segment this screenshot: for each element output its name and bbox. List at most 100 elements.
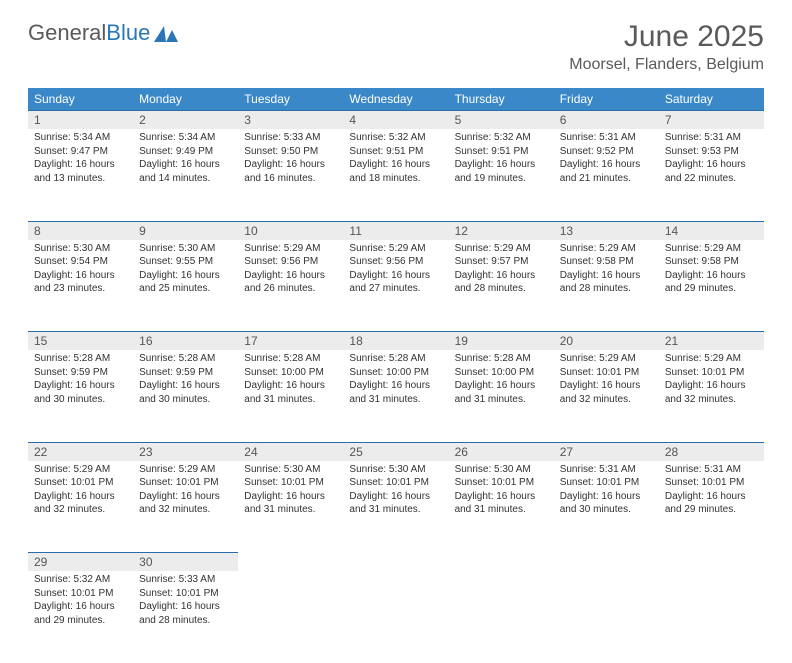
day-number: 12 [449,221,554,240]
day-info: Sunrise: 5:29 AMSunset: 10:01 PMDaylight… [558,350,655,406]
sunset: Sunset: 10:01 PM [139,476,232,490]
sunrise: Sunrise: 5:29 AM [560,352,653,366]
day-number [659,553,764,572]
day-cell [659,571,764,663]
sunrise: Sunrise: 5:29 AM [560,242,653,256]
sunrise: Sunrise: 5:29 AM [139,463,232,477]
day-number: 19 [449,332,554,351]
day-number: 17 [238,332,343,351]
day-number: 16 [133,332,238,351]
day-header: Wednesday [343,88,448,111]
sunset: Sunset: 10:01 PM [560,476,653,490]
sunrise: Sunrise: 5:30 AM [34,242,127,256]
day-info: Sunrise: 5:29 AMSunset: 10:01 PMDaylight… [32,461,129,517]
sunset: Sunset: 10:01 PM [139,587,232,601]
day-info: Sunrise: 5:28 AMSunset: 9:59 PMDaylight:… [137,350,234,406]
day-info: Sunrise: 5:33 AMSunset: 9:50 PMDaylight:… [242,129,339,185]
week-row: Sunrise: 5:28 AMSunset: 9:59 PMDaylight:… [28,350,764,442]
week-row: Sunrise: 5:34 AMSunset: 9:47 PMDaylight:… [28,129,764,221]
day-info: Sunrise: 5:31 AMSunset: 10:01 PMDaylight… [663,461,760,517]
day-cell: Sunrise: 5:32 AMSunset: 10:01 PMDaylight… [28,571,133,663]
day-info: Sunrise: 5:30 AMSunset: 9:55 PMDaylight:… [137,240,234,296]
sunset: Sunset: 10:01 PM [244,476,337,490]
day-cell: Sunrise: 5:34 AMSunset: 9:47 PMDaylight:… [28,129,133,221]
week-row: Sunrise: 5:30 AMSunset: 9:54 PM Daylight:… [28,240,764,332]
day-number [238,553,343,572]
sunset: Sunset: 9:54 PM [34,255,127,269]
day-number: 3 [238,111,343,130]
day-info: Sunrise: 5:30 AMSunset: 10:01 PMDaylight… [453,461,550,517]
day-header-row: SundayMondayTuesdayWednesdayThursdayFrid… [28,88,764,111]
sunset: Sunset: 9:53 PM [665,145,758,159]
day-header: Friday [554,88,659,111]
sunrise: Sunrise: 5:34 AM [139,131,232,145]
sunrise: Sunrise: 5:29 AM [244,242,337,256]
day-header: Sunday [28,88,133,111]
day-cell: Sunrise: 5:30 AMSunset: 9:55 PMDaylight:… [133,240,238,332]
sunrise: Sunrise: 5:29 AM [349,242,442,256]
day-number: 13 [554,221,659,240]
sunrise: Sunrise: 5:33 AM [244,131,337,145]
day-cell: Sunrise: 5:29 AMSunset: 9:56 PMDaylight:… [343,240,448,332]
sunset: Sunset: 10:01 PM [349,476,442,490]
day-info: Sunrise: 5:28 AMSunset: 9:59 PMDaylight:… [32,350,129,406]
logo-icon [154,24,180,42]
sunset: Sunset: 9:59 PM [34,366,127,380]
day-number: 26 [449,442,554,461]
daylight: Daylight: 16 hours and 28 minutes. [139,600,232,627]
day-number: 18 [343,332,448,351]
sunset: Sunset: 10:00 PM [455,366,548,380]
logo-text-1: General [28,20,106,46]
sunset: Sunset: 9:51 PM [349,145,442,159]
sunrise: Sunrise: 5:30 AM [349,463,442,477]
sunrise: Sunrise: 5:30 AM [455,463,548,477]
daylight: Daylight: 16 hours and 28 minutes. [560,269,653,296]
sunset: Sunset: 9:51 PM [455,145,548,159]
sunset: Sunset: 10:01 PM [665,366,758,380]
sunset: Sunset: 9:52 PM [560,145,653,159]
day-header: Tuesday [238,88,343,111]
sunrise: Sunrise: 5:30 AM [244,463,337,477]
day-number: 28 [659,442,764,461]
sunrise: Sunrise: 5:32 AM [455,131,548,145]
day-number: 5 [449,111,554,130]
sunrise: Sunrise: 5:29 AM [455,242,548,256]
daylight: Daylight: 16 hours and 25 minutes. [139,269,232,296]
location: Moorsel, Flanders, Belgium [569,56,764,74]
day-cell: Sunrise: 5:29 AMSunset: 10:01 PMDaylight… [28,461,133,553]
day-number: 10 [238,221,343,240]
day-info: Sunrise: 5:30 AMSunset: 10:01 PMDaylight… [347,461,444,517]
day-info: Sunrise: 5:29 AMSunset: 9:56 PMDaylight:… [347,240,444,296]
sunset: Sunset: 10:01 PM [34,476,127,490]
day-number: 30 [133,553,238,572]
day-cell [238,571,343,663]
day-header: Monday [133,88,238,111]
sunset: Sunset: 9:56 PM [244,255,337,269]
day-number: 9 [133,221,238,240]
day-cell: Sunrise: 5:29 AMSunset: 9:58 PMDaylight:… [659,240,764,332]
day-cell: Sunrise: 5:28 AMSunset: 10:00 PMDaylight… [238,350,343,442]
daylight: Daylight: 16 hours and 31 minutes. [244,490,337,517]
sunrise: Sunrise: 5:29 AM [665,352,758,366]
day-number: 8 [28,221,133,240]
day-number: 2 [133,111,238,130]
day-info: Sunrise: 5:29 AMSunset: 9:58 PMDaylight:… [558,240,655,296]
sunset: Sunset: 9:47 PM [34,145,127,159]
day-info: Sunrise: 5:28 AMSunset: 10:00 PMDaylight… [453,350,550,406]
day-number: 4 [343,111,448,130]
daylight: Daylight: 16 hours and 32 minutes. [34,490,127,517]
day-cell: Sunrise: 5:30 AMSunset: 10:01 PMDaylight… [343,461,448,553]
daylight: Daylight: 16 hours and 27 minutes. [349,269,442,296]
day-cell: Sunrise: 5:30 AMSunset: 10:01 PMDaylight… [238,461,343,553]
day-cell: Sunrise: 5:30 AMSunset: 10:01 PMDaylight… [449,461,554,553]
daylight: Daylight: 16 hours and 26 minutes. [244,269,337,296]
sunset: Sunset: 9:58 PM [560,255,653,269]
logo: GeneralBlue [28,20,180,46]
sunrise: Sunrise: 5:31 AM [665,131,758,145]
sunrise: Sunrise: 5:29 AM [34,463,127,477]
day-info: Sunrise: 5:30 AMSunset: 9:54 PMDaylight:… [32,240,129,296]
day-number: 27 [554,442,659,461]
day-cell: Sunrise: 5:33 AMSunset: 9:50 PMDaylight:… [238,129,343,221]
sunset: Sunset: 9:55 PM [139,255,232,269]
day-cell [343,571,448,663]
